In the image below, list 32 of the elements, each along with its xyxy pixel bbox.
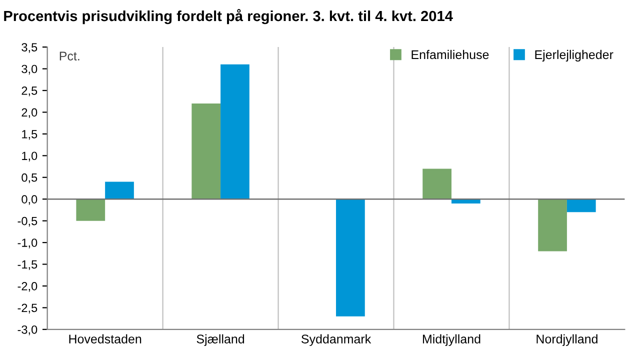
y-tick-label: 2,5 bbox=[22, 86, 38, 96]
y-tick-label: -3,0 bbox=[18, 325, 38, 336]
y-tick-label: 0,0 bbox=[22, 195, 38, 205]
y-axis-title: Pct. bbox=[60, 52, 80, 60]
bar bbox=[451, 199, 480, 204]
bar bbox=[538, 199, 567, 252]
y-tick-label: 1,0 bbox=[22, 152, 38, 162]
y-tick-label: 3,5 bbox=[22, 43, 38, 53]
chart-title: Procentvis prisudvikling fordelt på regioner. 3. kvt. til 4. kvt. 2014 bbox=[4, 9, 453, 24]
y-tick-label: 2,0 bbox=[22, 108, 38, 118]
y-tick-label: -1,0 bbox=[18, 238, 38, 248]
bar bbox=[220, 64, 250, 200]
y-tick-label: -2,5 bbox=[18, 304, 38, 314]
bar bbox=[336, 199, 365, 316]
x-tick-label: Hovedstaden bbox=[69, 334, 142, 344]
x-tick-label: Sjælland bbox=[196, 334, 244, 346]
x-tick-label: Syddanmark bbox=[301, 334, 372, 346]
y-tick-label: -0,5 bbox=[18, 216, 38, 227]
bar bbox=[105, 182, 134, 200]
bar bbox=[566, 199, 596, 212]
y-tick-label: 1,5 bbox=[22, 130, 38, 140]
bar bbox=[192, 104, 221, 200]
bar bbox=[76, 199, 106, 221]
y-tick-label: 3,0 bbox=[22, 64, 38, 75]
bar bbox=[422, 168, 452, 200]
x-tick-label: Nordjylland bbox=[536, 334, 598, 346]
legend-label: Ejerlejligheder bbox=[535, 50, 614, 62]
y-tick-label: -2,0 bbox=[18, 282, 38, 292]
y-tick-label: 0,5 bbox=[22, 173, 38, 184]
y-tick-label: -1,5 bbox=[18, 260, 38, 270]
legend-label: Enfamiliehuse bbox=[412, 50, 489, 60]
x-tick-label: Midtjylland bbox=[422, 334, 480, 346]
